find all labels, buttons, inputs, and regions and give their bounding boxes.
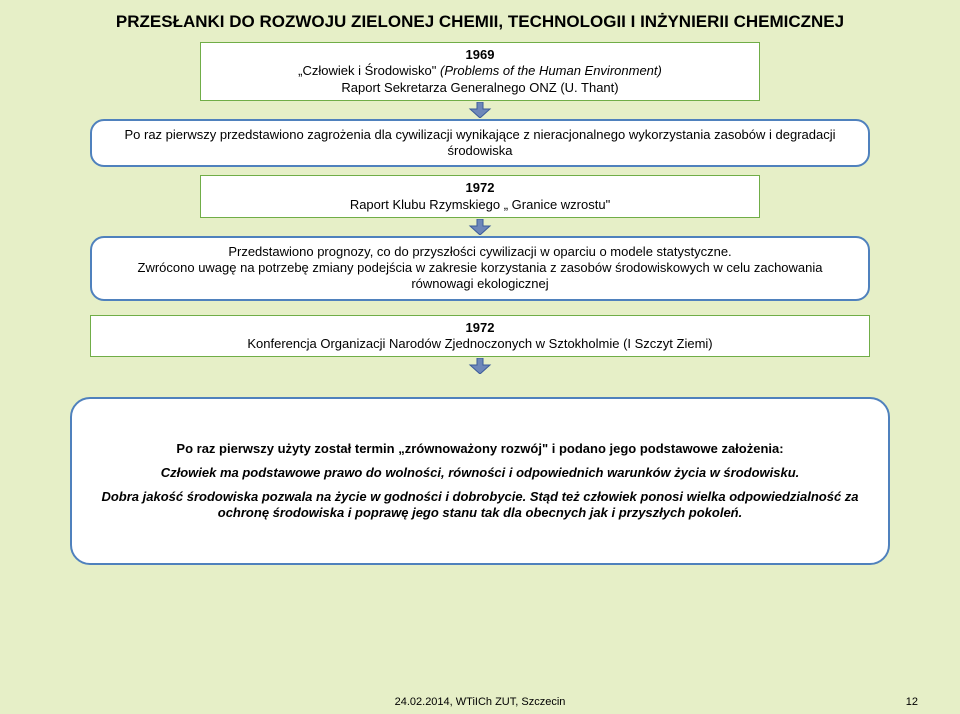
conclusion-paragraph: Po raz pierwszy użyty został termin „zró… (96, 441, 864, 457)
box-line: Konferencja Organizacji Narodów Zjednocz… (101, 336, 859, 352)
event-box: 1969„Człowiek i Środowisko" (Problems of… (200, 42, 760, 101)
box-line: „Człowiek i Środowisko" (Problems of the… (211, 63, 749, 79)
conclusion-paragraph: Dobra jakość środowiska pozwala na życie… (96, 489, 864, 522)
box-line: Zwrócono uwagę na potrzebę zmiany podejś… (108, 260, 852, 293)
flowchart: 1969„Człowiek i Środowisko" (Problems of… (40, 42, 920, 375)
content-area: PRZESŁANKI DO ROZWOJU ZIELONEJ CHEMII, T… (0, 0, 960, 714)
box-line: 1969 (211, 47, 749, 63)
down-arrow-icon (468, 358, 492, 374)
down-arrow-icon (468, 102, 492, 118)
box-line: Przedstawiono prognozy, co do przyszłośc… (108, 244, 852, 260)
info-box: Po raz pierwszy przedstawiono zagrożenia… (90, 119, 870, 168)
box-line: 1972 (211, 180, 749, 196)
down-arrow-icon (468, 219, 492, 235)
box-line: Po raz pierwszy przedstawiono zagrożenia… (108, 127, 852, 160)
event-box: 1972Raport Klubu Rzymskiego „ Granice wz… (200, 175, 760, 218)
event-box: 1972Konferencja Organizacji Narodów Zjed… (90, 315, 870, 358)
conclusion-paragraph: Człowiek ma podstawowe prawo do wolności… (96, 465, 864, 481)
box-line: Raport Sekretarza Generalnego ONZ (U. Th… (211, 80, 749, 96)
box-line: Raport Klubu Rzymskiego „ Granice wzrost… (211, 197, 749, 213)
info-box: Przedstawiono prognozy, co do przyszłośc… (90, 236, 870, 301)
page-title: PRZESŁANKI DO ROZWOJU ZIELONEJ CHEMII, T… (116, 12, 844, 32)
box-line: 1972 (101, 320, 859, 336)
conclusion-box: Po raz pierwszy użyty został termin „zró… (70, 397, 890, 565)
